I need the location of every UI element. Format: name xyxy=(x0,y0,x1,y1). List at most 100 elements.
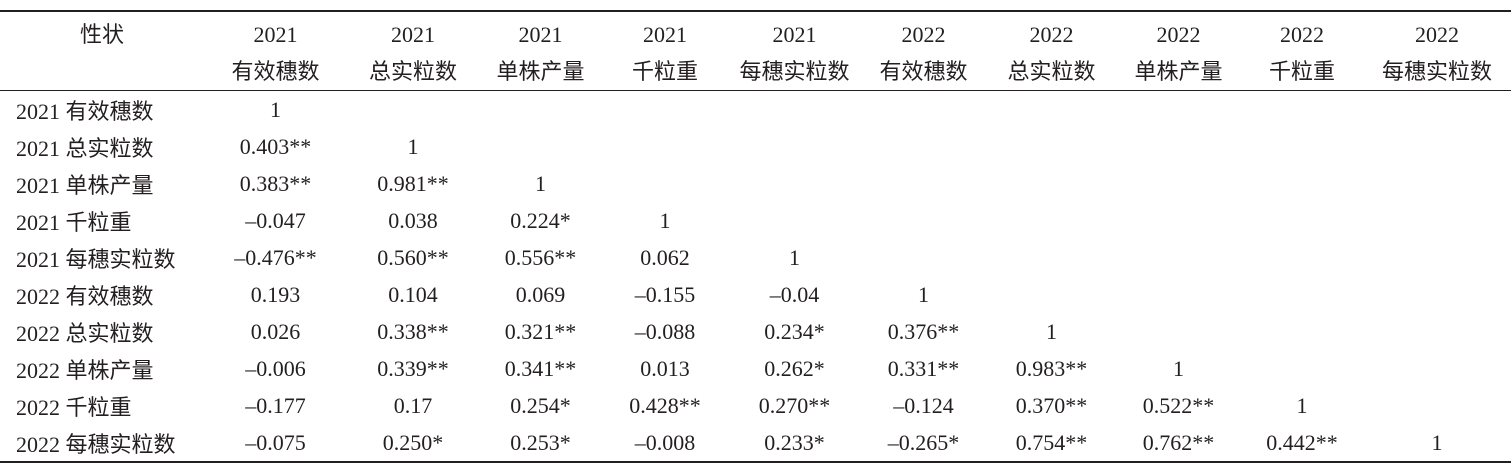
cell: 1 xyxy=(659,207,671,233)
empty-cell xyxy=(1241,165,1363,202)
empty-cell xyxy=(601,128,729,165)
empty-cell xyxy=(860,202,987,239)
column-header: 2021 千粒重 xyxy=(601,11,729,91)
empty-cell xyxy=(346,91,480,129)
cell: –0.476** xyxy=(234,244,317,270)
column-trait: 总实粒数 xyxy=(368,59,457,84)
empty-cell xyxy=(1241,313,1363,350)
table-row: 2021 单株产量 0.383** 0.981** 1 xyxy=(0,165,1511,202)
cell: 0.038 xyxy=(388,207,438,233)
cell: –0.124 xyxy=(893,392,954,418)
column-header: 2022 总实粒数 xyxy=(987,11,1116,91)
empty-cell xyxy=(1363,350,1511,387)
table-row: 2021 有效穗数 1 xyxy=(0,91,1511,129)
cell: 0.376** xyxy=(887,318,960,344)
empty-cell xyxy=(1363,128,1511,165)
row-label: 2021 千粒重 xyxy=(16,209,132,235)
empty-cell xyxy=(1363,313,1511,350)
column-year: 2022 xyxy=(1029,22,1074,47)
cell: 0.428** xyxy=(629,392,701,418)
empty-cell xyxy=(1241,239,1363,276)
cell: –0.075 xyxy=(245,429,306,455)
empty-cell xyxy=(1241,276,1363,313)
column-trait: 千粒重 xyxy=(631,59,698,84)
column-trait: 有效穗数 xyxy=(879,59,968,84)
empty-cell xyxy=(601,91,729,129)
cell: 0.321** xyxy=(504,318,577,344)
cell: 1 xyxy=(1431,429,1443,455)
column-trait: 有效穗数 xyxy=(231,59,320,84)
table-row: 2021 千粒重 –0.047 0.038 0.224* 1 xyxy=(0,202,1511,239)
cell: 1 xyxy=(789,244,800,270)
row-label: 2022 每穗实粒数 xyxy=(16,431,176,457)
cell: –0.155 xyxy=(634,281,696,307)
cell: 0.370** xyxy=(1015,392,1088,418)
column-header: 2021 总实粒数 xyxy=(346,11,480,91)
row-label: 2021 有效穗数 xyxy=(16,98,154,124)
table-header: 性状 2021 有效穗数 2021 总实粒数 2021 单株产量 2021 千粒重 2021 每穗… xyxy=(0,11,1511,91)
empty-cell xyxy=(1116,91,1241,129)
cell: 0.403** xyxy=(239,133,312,159)
cell: 0.754** xyxy=(1015,429,1088,455)
cell: 1 xyxy=(407,133,419,159)
cell: 0.233* xyxy=(764,429,825,455)
cell: –0.088 xyxy=(634,318,696,344)
cell: 0.069 xyxy=(515,281,566,307)
empty-cell xyxy=(729,202,860,239)
empty-cell xyxy=(987,128,1116,165)
column-trait: 单株产量 xyxy=(1134,59,1223,84)
cell: 0.262* xyxy=(764,355,825,381)
cell: 0.762** xyxy=(1142,429,1215,455)
cell: 0.17 xyxy=(393,392,433,418)
column-header: 2021 有效穗数 xyxy=(205,11,346,91)
empty-cell xyxy=(729,165,860,202)
cell: 0.104 xyxy=(388,281,438,307)
cell: 0.254* xyxy=(510,392,571,418)
empty-cell xyxy=(987,202,1116,239)
column-trait: 千粒重 xyxy=(1268,59,1335,84)
empty-cell xyxy=(1116,239,1241,276)
cell: 0.981** xyxy=(377,170,449,196)
cell: 1 xyxy=(1296,392,1308,418)
column-header: 2022 每穗实粒数 xyxy=(1363,11,1511,91)
column-trait: 每穗实粒数 xyxy=(1381,59,1492,84)
column-trait: 单株产量 xyxy=(496,59,585,84)
header-row: 性状 2021 有效穗数 2021 总实粒数 2021 单株产量 2021 千粒重 2021 每穗… xyxy=(0,11,1511,91)
table-row: 2022 有效穗数 0.193 0.104 0.069 –0.155 –0.04 1 xyxy=(0,276,1511,313)
empty-cell xyxy=(1363,91,1511,129)
row-label: 2021 总实粒数 xyxy=(16,135,154,161)
column-trait: 每穗实粒数 xyxy=(739,59,850,84)
cell: 0.026 xyxy=(250,318,301,344)
empty-cell xyxy=(987,276,1116,313)
empty-cell xyxy=(480,128,601,165)
empty-cell xyxy=(1116,202,1241,239)
row-label: 2022 千粒重 xyxy=(16,394,132,420)
column-year: 2021 xyxy=(253,22,298,47)
column-year: 2021 xyxy=(643,22,687,47)
cell: –0.008 xyxy=(634,429,696,455)
empty-cell xyxy=(1363,239,1511,276)
cell: 0.560** xyxy=(377,244,449,270)
row-label: 2021 每穗实粒数 xyxy=(16,246,176,272)
column-year: 2022 xyxy=(1415,22,1459,47)
column-header: 2022 有效穗数 xyxy=(860,11,987,91)
table-body: 2021 有效穗数 1 2021 总实粒数 0.403** 1 2021 单株产量 0.38… xyxy=(0,91,1511,462)
cell: 0.341** xyxy=(504,355,577,381)
cell: 0.383** xyxy=(239,170,312,196)
column-year: 2021 xyxy=(772,22,817,47)
row-label: 2022 总实粒数 xyxy=(16,320,154,346)
column-header: 2021 每穗实粒数 xyxy=(729,11,860,91)
cell: 0.522** xyxy=(1142,392,1215,418)
empty-cell xyxy=(860,239,987,276)
cell: 0.983** xyxy=(1015,355,1088,381)
cell: 0.013 xyxy=(640,355,690,381)
column-year: 2022 xyxy=(901,22,946,47)
cell: –0.265* xyxy=(887,429,960,455)
cell: 0.338** xyxy=(377,318,449,344)
column-year: 2021 xyxy=(391,22,435,47)
cell: 0.331** xyxy=(887,355,960,381)
cell: 0.442** xyxy=(1266,429,1338,455)
empty-cell xyxy=(1241,91,1363,129)
empty-cell xyxy=(1241,202,1363,239)
cell: 0.270** xyxy=(758,392,831,418)
